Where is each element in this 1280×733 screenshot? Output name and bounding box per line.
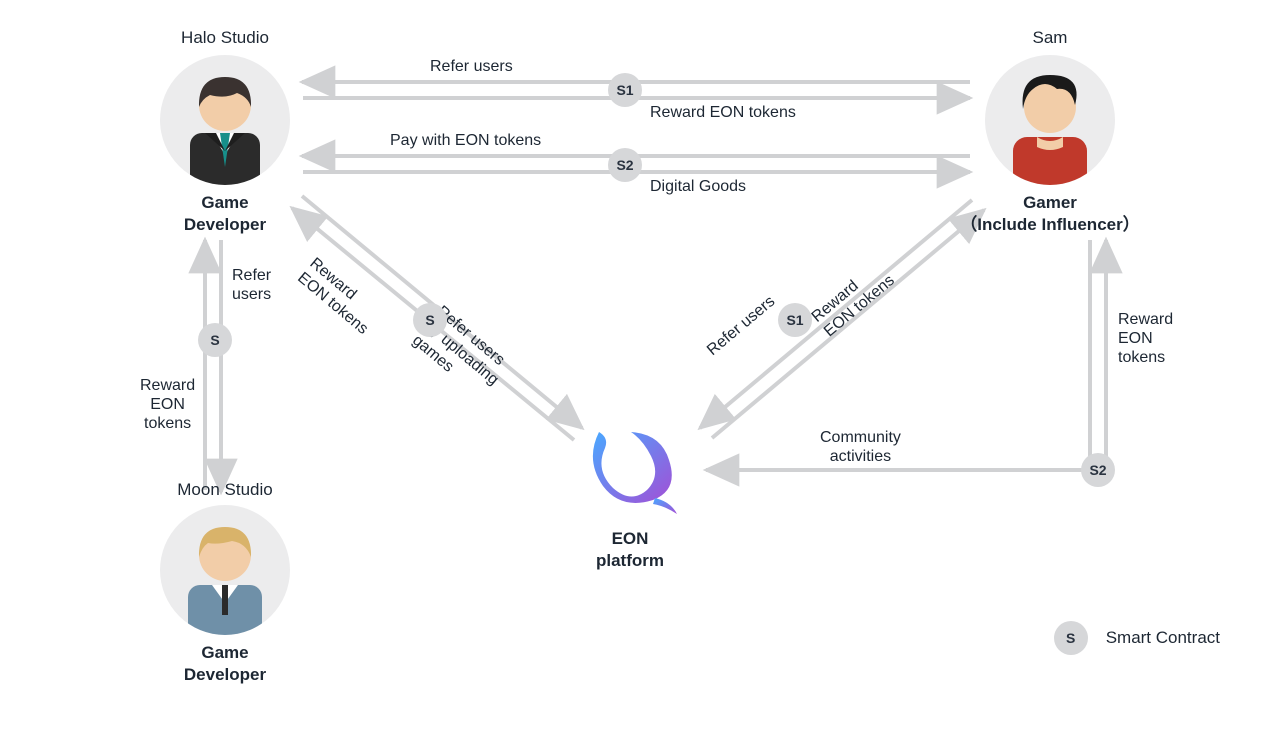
label-refer-users-top: Refer users (430, 58, 513, 76)
badge-s2-right: S2 (1081, 453, 1115, 487)
sam-top-label: Sam (950, 28, 1150, 48)
badge-s2-top: S2 (608, 148, 642, 182)
badge-s1-top: S1 (608, 73, 642, 107)
label-pay-eon: Pay with EON tokens (390, 132, 541, 150)
label-digital-goods: Digital Goods (650, 178, 746, 196)
badge-s-diag-left: S (413, 303, 447, 337)
legend: S Smart Contract (1054, 621, 1220, 655)
legend-text: Smart Contract (1106, 628, 1220, 648)
moon-top-label: Moon Studio (125, 480, 325, 500)
avatar-moon (160, 505, 290, 635)
label-reward-eon-top: Reward EON tokens (650, 104, 796, 122)
legend-badge: S (1054, 621, 1088, 655)
eon-logo (575, 412, 685, 522)
halo-top-label: Halo Studio (125, 28, 325, 48)
badge-s1-diag-right: S1 (778, 303, 812, 337)
avatar-halo (160, 55, 290, 185)
label-left-reward: Reward EON tokens (140, 376, 195, 434)
moon-role-label: Game Developer (115, 642, 335, 686)
label-left-refer: Refer users (232, 266, 271, 304)
label-right-reward: Reward EON tokens (1118, 310, 1173, 368)
eon-label: EON platform (520, 528, 740, 572)
diagram-stage: Halo Studio Game Developer Sam Gamer （In… (0, 0, 1280, 733)
badge-s-left: S (198, 323, 232, 357)
label-community: Community activities (820, 428, 901, 466)
avatar-sam (985, 55, 1115, 185)
sam-role-label: Gamer （Include Influencer） (940, 192, 1160, 236)
halo-role-label: Game Developer (115, 192, 335, 236)
